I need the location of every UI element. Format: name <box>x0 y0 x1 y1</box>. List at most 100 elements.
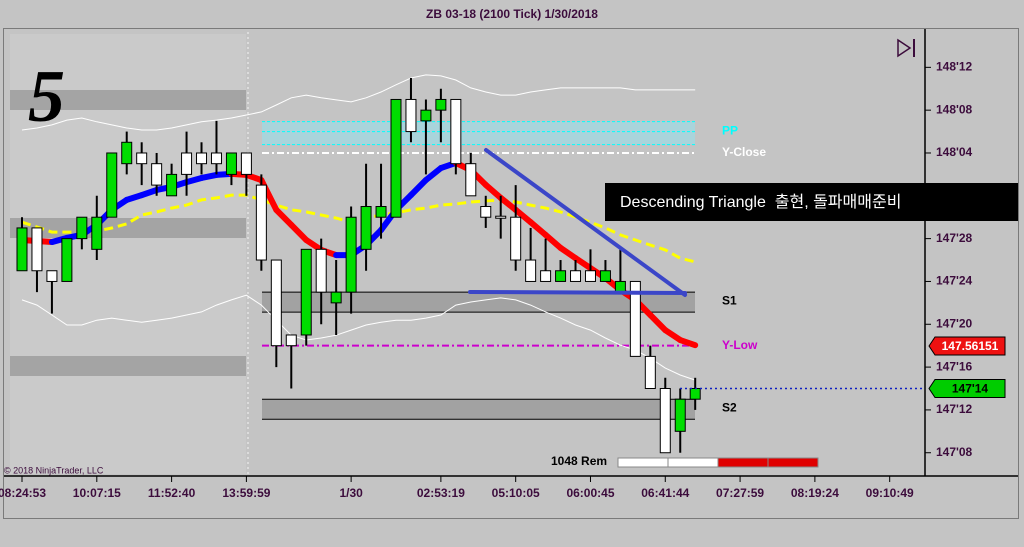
x-tick-label: 11:52:40 <box>148 486 196 500</box>
play-icon[interactable] <box>897 38 915 58</box>
candle-body <box>614 280 626 293</box>
zone <box>10 90 246 110</box>
candle-body <box>16 227 28 272</box>
level-label: Y-Low <box>722 338 758 352</box>
level-band <box>262 399 695 420</box>
trend-segment <box>407 177 429 199</box>
trend-segment <box>677 337 699 349</box>
levels-layer: PP Y-Close S1 Y-Low S2 <box>21 74 766 420</box>
y-tick-label: 148'08 <box>936 102 973 116</box>
candle-body <box>540 270 552 282</box>
axes-layer: 148'12 148'08 148'04 147'28 147'24 147'20 147'… <box>0 60 1006 500</box>
candle-body <box>255 184 267 261</box>
trend-segment <box>497 194 519 213</box>
progress-cell <box>717 457 769 468</box>
candle-body <box>91 216 103 250</box>
level-label: Y-Close <box>722 145 766 159</box>
level-band <box>262 121 695 145</box>
level-label: S2 <box>722 400 737 414</box>
trend-segment <box>273 206 295 228</box>
candle-body <box>330 291 342 304</box>
play-icon-shape[interactable] <box>897 38 912 58</box>
zone <box>10 356 246 376</box>
x-tick-label: 05:10:05 <box>492 486 540 500</box>
x-tick-label: 08:24:53 <box>0 486 46 500</box>
candle-body <box>196 152 208 165</box>
candle-body <box>405 98 417 133</box>
y-tick-label: 148'12 <box>936 60 973 74</box>
candle-body <box>136 152 148 165</box>
candle-body <box>450 98 462 165</box>
annotation-box <box>605 183 1018 221</box>
candle-body <box>285 334 297 347</box>
tag-label: 5 <box>28 56 65 138</box>
level-label: PP <box>722 124 738 138</box>
remaining-label: 1048 Rem <box>551 454 607 468</box>
candle-body <box>644 355 656 390</box>
candle-body <box>300 248 312 336</box>
trend-segment <box>288 221 310 243</box>
trendline <box>484 148 687 297</box>
candle-body <box>570 270 582 282</box>
x-tick-label: 1/30 <box>339 486 363 500</box>
y-tick-label: 147'28 <box>936 231 973 245</box>
candle-body <box>465 163 477 197</box>
x-tick-label: 09:10:49 <box>866 486 914 500</box>
price-marker <box>928 336 1006 356</box>
x-tick-label: 10:07:15 <box>73 486 121 500</box>
candle-body <box>210 152 222 165</box>
progress-cell <box>667 457 719 468</box>
x-tick-label: 06:41:44 <box>641 486 689 500</box>
trend-segment <box>482 181 504 201</box>
x-tick-label: 02:53:19 <box>417 486 465 500</box>
candle-body <box>76 216 88 240</box>
annotation-text: Descending Triangle 출현, 돌파매매준비 <box>620 193 901 211</box>
candle-body <box>315 248 327 293</box>
candle-body <box>510 216 522 261</box>
candle-body <box>390 98 402 218</box>
trend-segment <box>527 219 549 238</box>
y-tick-label: 148'04 <box>936 145 973 159</box>
envelope-line <box>21 294 696 381</box>
price-layer <box>16 78 925 454</box>
level-band <box>262 292 695 313</box>
trend-segment <box>422 165 444 184</box>
price-marker-label: 147.56151 <box>942 339 999 353</box>
candle-body <box>599 270 611 282</box>
candle-body <box>166 173 178 197</box>
price-marker-label: 147'14 <box>952 382 989 396</box>
candle-body <box>270 259 282 347</box>
progress-cell <box>617 457 669 468</box>
candle-body <box>375 206 387 218</box>
copyright: © 2018 NinjaTrader, LLC <box>4 465 104 475</box>
y-tick-label: 147'16 <box>936 359 973 373</box>
zone <box>10 218 246 238</box>
x-tick-label: 13:59:59 <box>222 486 270 500</box>
trend-segment <box>542 231 564 251</box>
y-tick-label: 147'12 <box>936 402 973 416</box>
level-label: S1 <box>722 293 737 307</box>
x-tick-label: 07:27:59 <box>716 486 764 500</box>
candle-body <box>629 280 641 357</box>
trend-segment <box>647 312 669 334</box>
candle-body <box>525 259 537 282</box>
candle-body <box>480 206 492 218</box>
trendline <box>468 290 687 295</box>
candle-body <box>61 238 73 282</box>
progress-cell <box>767 457 819 468</box>
y-tick-label: 147'08 <box>936 445 973 459</box>
frame <box>3 28 1019 519</box>
candle-body <box>689 388 701 400</box>
candle-body <box>151 163 163 186</box>
candle-body <box>181 152 193 175</box>
chart-title: ZB 03-18 (2100 Tick) 1/30/2018 <box>426 7 598 21</box>
candle-body <box>659 388 671 454</box>
x-tick-label: 08:19:24 <box>791 486 839 500</box>
candle-body <box>420 109 432 122</box>
candle-body <box>435 98 447 111</box>
trend-segment <box>512 206 534 226</box>
history-zones <box>10 32 249 474</box>
candle-body <box>360 206 372 250</box>
candle-body <box>240 152 252 175</box>
candle-body <box>555 270 567 282</box>
